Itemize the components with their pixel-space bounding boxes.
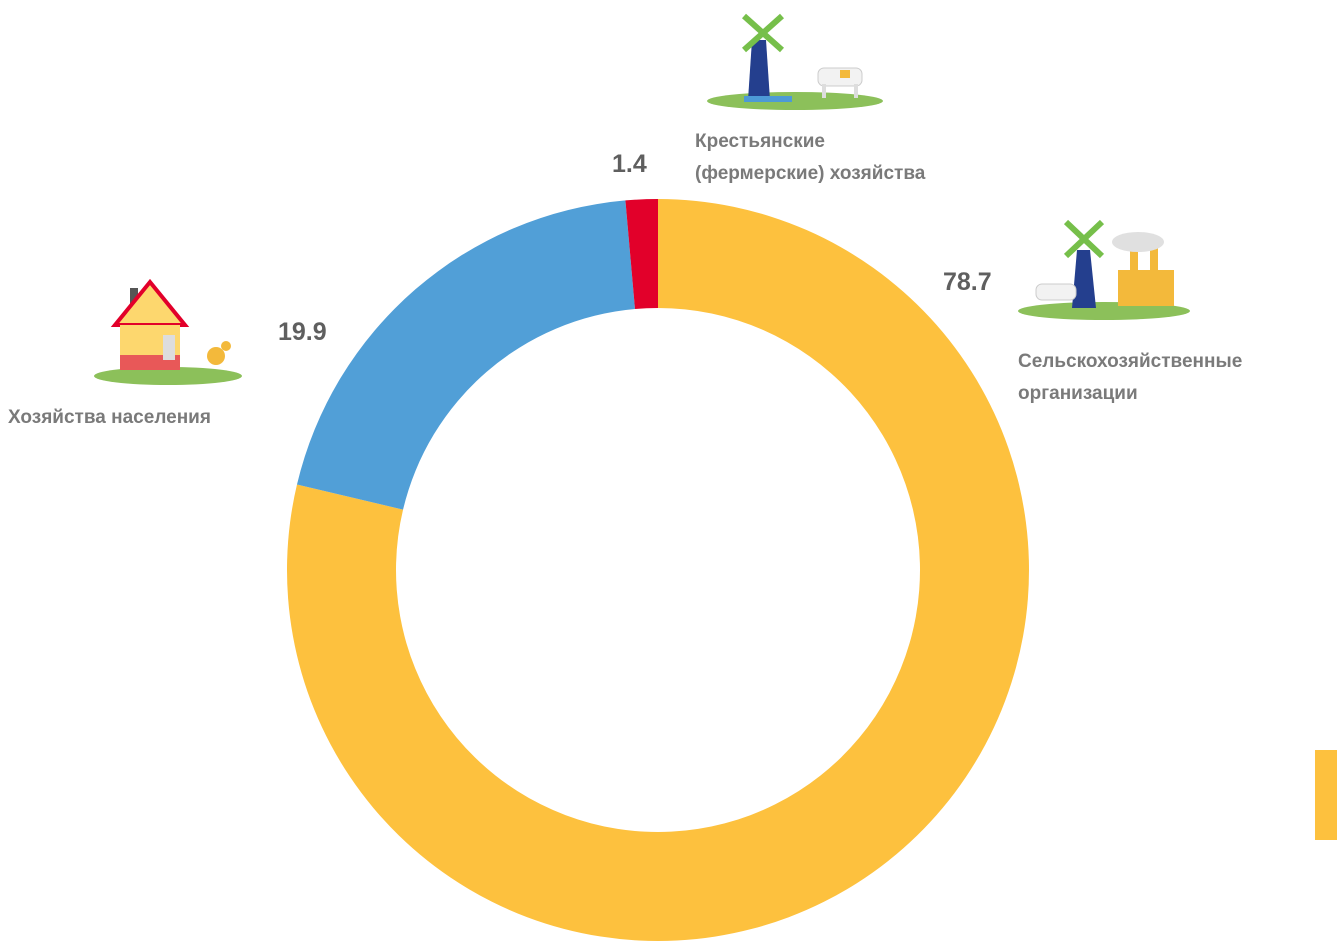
category-label: Хозяйства населения (8, 407, 211, 428)
house-icon (94, 278, 242, 385)
value-label: 1.4 (612, 150, 647, 178)
value-label: 78.7 (943, 268, 992, 296)
value-label: 19.9 (278, 318, 327, 346)
category-label: Сельскохозяйственные организации (1018, 351, 1243, 404)
donut-segment (287, 199, 1029, 941)
farm-icon (707, 13, 883, 110)
category-label: Крестьянские (фермерские) хозяйства (695, 131, 926, 184)
donut-segment (625, 199, 658, 310)
decoration (1315, 750, 1337, 840)
factory-icon (1018, 219, 1190, 320)
donut-segment (296, 200, 635, 510)
